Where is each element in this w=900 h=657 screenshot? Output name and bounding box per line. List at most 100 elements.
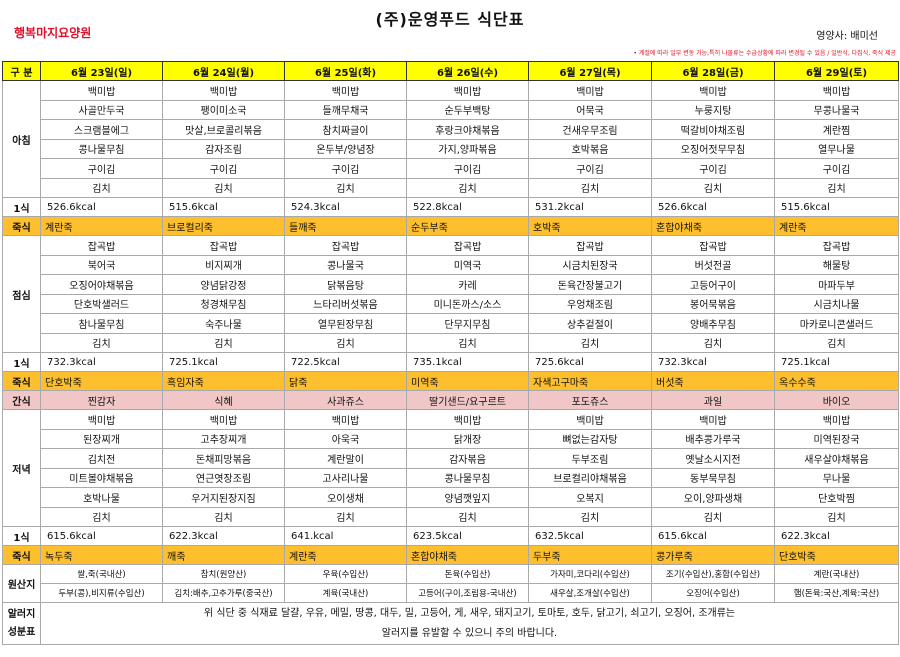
menu-item: 구이김: [406, 158, 529, 179]
menu-item: 마파두부: [774, 274, 899, 295]
menu-item: 연근엿장조림: [162, 467, 285, 488]
porridge-item: 미역죽: [406, 371, 529, 391]
lunch-menu-row: 김치 김치 김치 김치 김치 김치 김치: [3, 332, 899, 353]
kcal-value: 641.kcal: [284, 526, 407, 546]
menu-item: 미트볼야채볶음: [40, 467, 163, 488]
dinner-menu-row: 김치 김치 김치 김치 김치 김치 김치: [3, 506, 899, 527]
menu-item: 구이김: [528, 158, 652, 179]
breakfast-menu-row: 콩나물무침 감자조림 온두부/양념장 가지,양파볶음 호박볶음 오징어젓무무침 열무나물: [3, 138, 899, 159]
menu-item: 김치: [774, 177, 899, 198]
origin-item: 돈육(수입산): [406, 564, 529, 584]
menu-item: 김치: [40, 332, 163, 353]
menu-item: 김치: [774, 332, 899, 353]
menu-item: 감자볶음: [406, 448, 529, 469]
origin-row: 원산지 쌀,죽(국내산) 참치(원양산) 우육(수입산) 돈육(수입산) 가자미,코다리(…: [2, 564, 899, 603]
menu-item: 사골만두국: [40, 99, 163, 120]
lunch-menu-row: 참나물무침 숙주나물 열무된장무침 단무지무침 상추겉절이 양배추무침 마카로니콘샐러드: [3, 313, 899, 334]
menu-item: 김치: [284, 506, 407, 527]
menu-item: 후랑크야채볶음: [406, 119, 529, 140]
menu-item: 새우살야채볶음: [774, 448, 899, 469]
menu-item: 잡곡밥: [162, 235, 285, 256]
porridge-item: 계란죽: [40, 216, 163, 236]
porridge-item: 브로컬리죽: [162, 216, 285, 236]
allergy-text-line: 위 식단 중 식재료 달걀, 우유, 메밀, 땅콩, 대두, 밀, 고등어, 게…: [203, 607, 736, 619]
menu-item: 어묵국: [528, 99, 652, 120]
menu-item: 김치: [774, 506, 899, 527]
lunch-menu-row: 단호박샐러드 청경채무침 느타리버섯볶음 미니돈까스/소스 우엉채조림 봉어묵볶음 시금치나…: [3, 293, 899, 314]
dinner-menu-row: 된장찌개 고추장찌개 아욱국 닭개장 뼈없는감자탕 배추콩가루국 미역된장국: [3, 428, 899, 449]
menu-item: 양배추무침: [651, 313, 775, 334]
menu-item: 북어국: [40, 254, 163, 275]
menu-item: 백미밥: [284, 409, 407, 430]
menu-item: 잡곡밥: [774, 235, 899, 256]
menu-item: 순두부백탕: [406, 99, 529, 120]
menu-item: 상추겉절이: [528, 313, 652, 334]
menu-item: 무콩나물국: [774, 99, 899, 120]
kcal-value: 623.5kcal: [406, 526, 529, 546]
dinner-kcal-row: 1식 615.6kcal 622.3kcal 641.kcal 623.5kcal 632…: [2, 526, 899, 546]
origin-item: 새우살,조개살(수입산): [528, 583, 652, 603]
porridge-item: 계란죽: [284, 545, 407, 565]
menu-item: 단호박샐러드: [40, 293, 163, 314]
menu-item: 돈채피망볶음: [162, 448, 285, 469]
breakfast-menu-row: 사골만두국 팽이미소국 들깨무채국 순두부백탕 어묵국 누룽지탕 무콩나물국: [3, 99, 899, 120]
origin-item: 햄(돈육:국산,계육:국산): [774, 583, 899, 603]
origin-label: 원산지: [2, 564, 41, 603]
porridge-label: 죽식: [2, 545, 41, 565]
menu-item: 백미밥: [651, 409, 775, 430]
menu-item: 누룽지탕: [651, 99, 775, 120]
porridge-item: 두부죽: [528, 545, 652, 565]
breakfast-menu-row: 구이김 구이김 구이김 구이김 구이김 구이김 구이김: [3, 158, 899, 179]
menu-item: 콩나물무침: [406, 467, 529, 488]
menu-item: 백미밥: [774, 409, 899, 430]
allergy-text-line: 알러지를 유발할 수 있으니 주의 바랍니다.: [381, 627, 558, 639]
kcal-value: 515.6kcal: [162, 197, 285, 217]
menu-item: 시금치된장국: [528, 254, 652, 275]
menu-item: 김치: [284, 177, 407, 198]
porridge-label: 죽식: [2, 371, 41, 391]
weekly-menu-table: 구 분 6월 23일(일) 6월 24일(월) 6월 25일(화) 6월 26일…: [2, 61, 899, 645]
kcal-value: 732.3kcal: [40, 352, 163, 372]
menu-item: 단호박찜: [774, 487, 899, 508]
menu-item: 참나물무침: [40, 313, 163, 334]
dinner-label: 저녁: [2, 409, 41, 527]
porridge-item: 혼합야채죽: [406, 545, 529, 565]
menu-item: 두부조림: [528, 448, 652, 469]
day-header: 6월 26일(수): [406, 61, 529, 81]
day-header: 6월 29일(토): [774, 61, 899, 81]
menu-item: 구이김: [651, 158, 775, 179]
menu-item: 잡곡밥: [40, 235, 163, 256]
snack-item: 찐감자: [40, 390, 163, 410]
porridge-item: 단호박죽: [40, 371, 163, 391]
porridge-item: 녹두죽: [40, 545, 163, 565]
menu-item: 온두부/양념장: [284, 138, 407, 159]
day-header: 6월 25일(화): [284, 61, 407, 81]
menu-item: 양념닭강정: [162, 274, 285, 295]
porridge-item: 자색고구마죽: [528, 371, 652, 391]
column-label: 구 분: [2, 61, 41, 81]
menu-item: 김치: [528, 177, 652, 198]
menu-item: 백미밥: [651, 80, 775, 101]
menu-item: 브로컬리야채볶음: [528, 467, 652, 488]
dinner-menu-row: 저녁 백미밥 백미밥 백미밥 백미밥 백미밥 백미밥 백미밥: [2, 409, 899, 527]
allergy-label-line: 알러지: [7, 608, 36, 620]
menu-item: 잡곡밥: [651, 235, 775, 256]
menu-item: 미니돈까스/소스: [406, 293, 529, 314]
dinner-menu-row: 호박나물 우거지된장지짐 오이생채 양념깻잎지 오복지 오이,양파생채 단호박찜: [3, 487, 899, 508]
menu-item: 김치전: [40, 448, 163, 469]
menu-item: 백미밥: [162, 80, 285, 101]
lunch-porridge-row: 죽식 단호박죽 흑임자죽 닭죽 미역죽 자색고구마죽 버섯죽 옥수수죽: [2, 371, 899, 391]
menu-item: 계란찜: [774, 119, 899, 140]
menu-item: 미역된장국: [774, 428, 899, 449]
menu-item: 미역국: [406, 254, 529, 275]
breakfast-label: 아침: [2, 80, 41, 198]
origin-item: 우육(수입산): [284, 564, 407, 584]
menu-item: 느타리버섯볶음: [284, 293, 407, 314]
menu-item: 백미밥: [406, 80, 529, 101]
origin-item: 김치:배추,고추가루(중국산): [162, 583, 285, 603]
allergy-label-line: 성분표: [7, 626, 36, 638]
menu-item: 열무나물: [774, 138, 899, 159]
snack-item: 포도쥬스: [528, 390, 652, 410]
day-header: 6월 24일(월): [162, 61, 285, 81]
menu-item: 오징어야채볶음: [40, 274, 163, 295]
